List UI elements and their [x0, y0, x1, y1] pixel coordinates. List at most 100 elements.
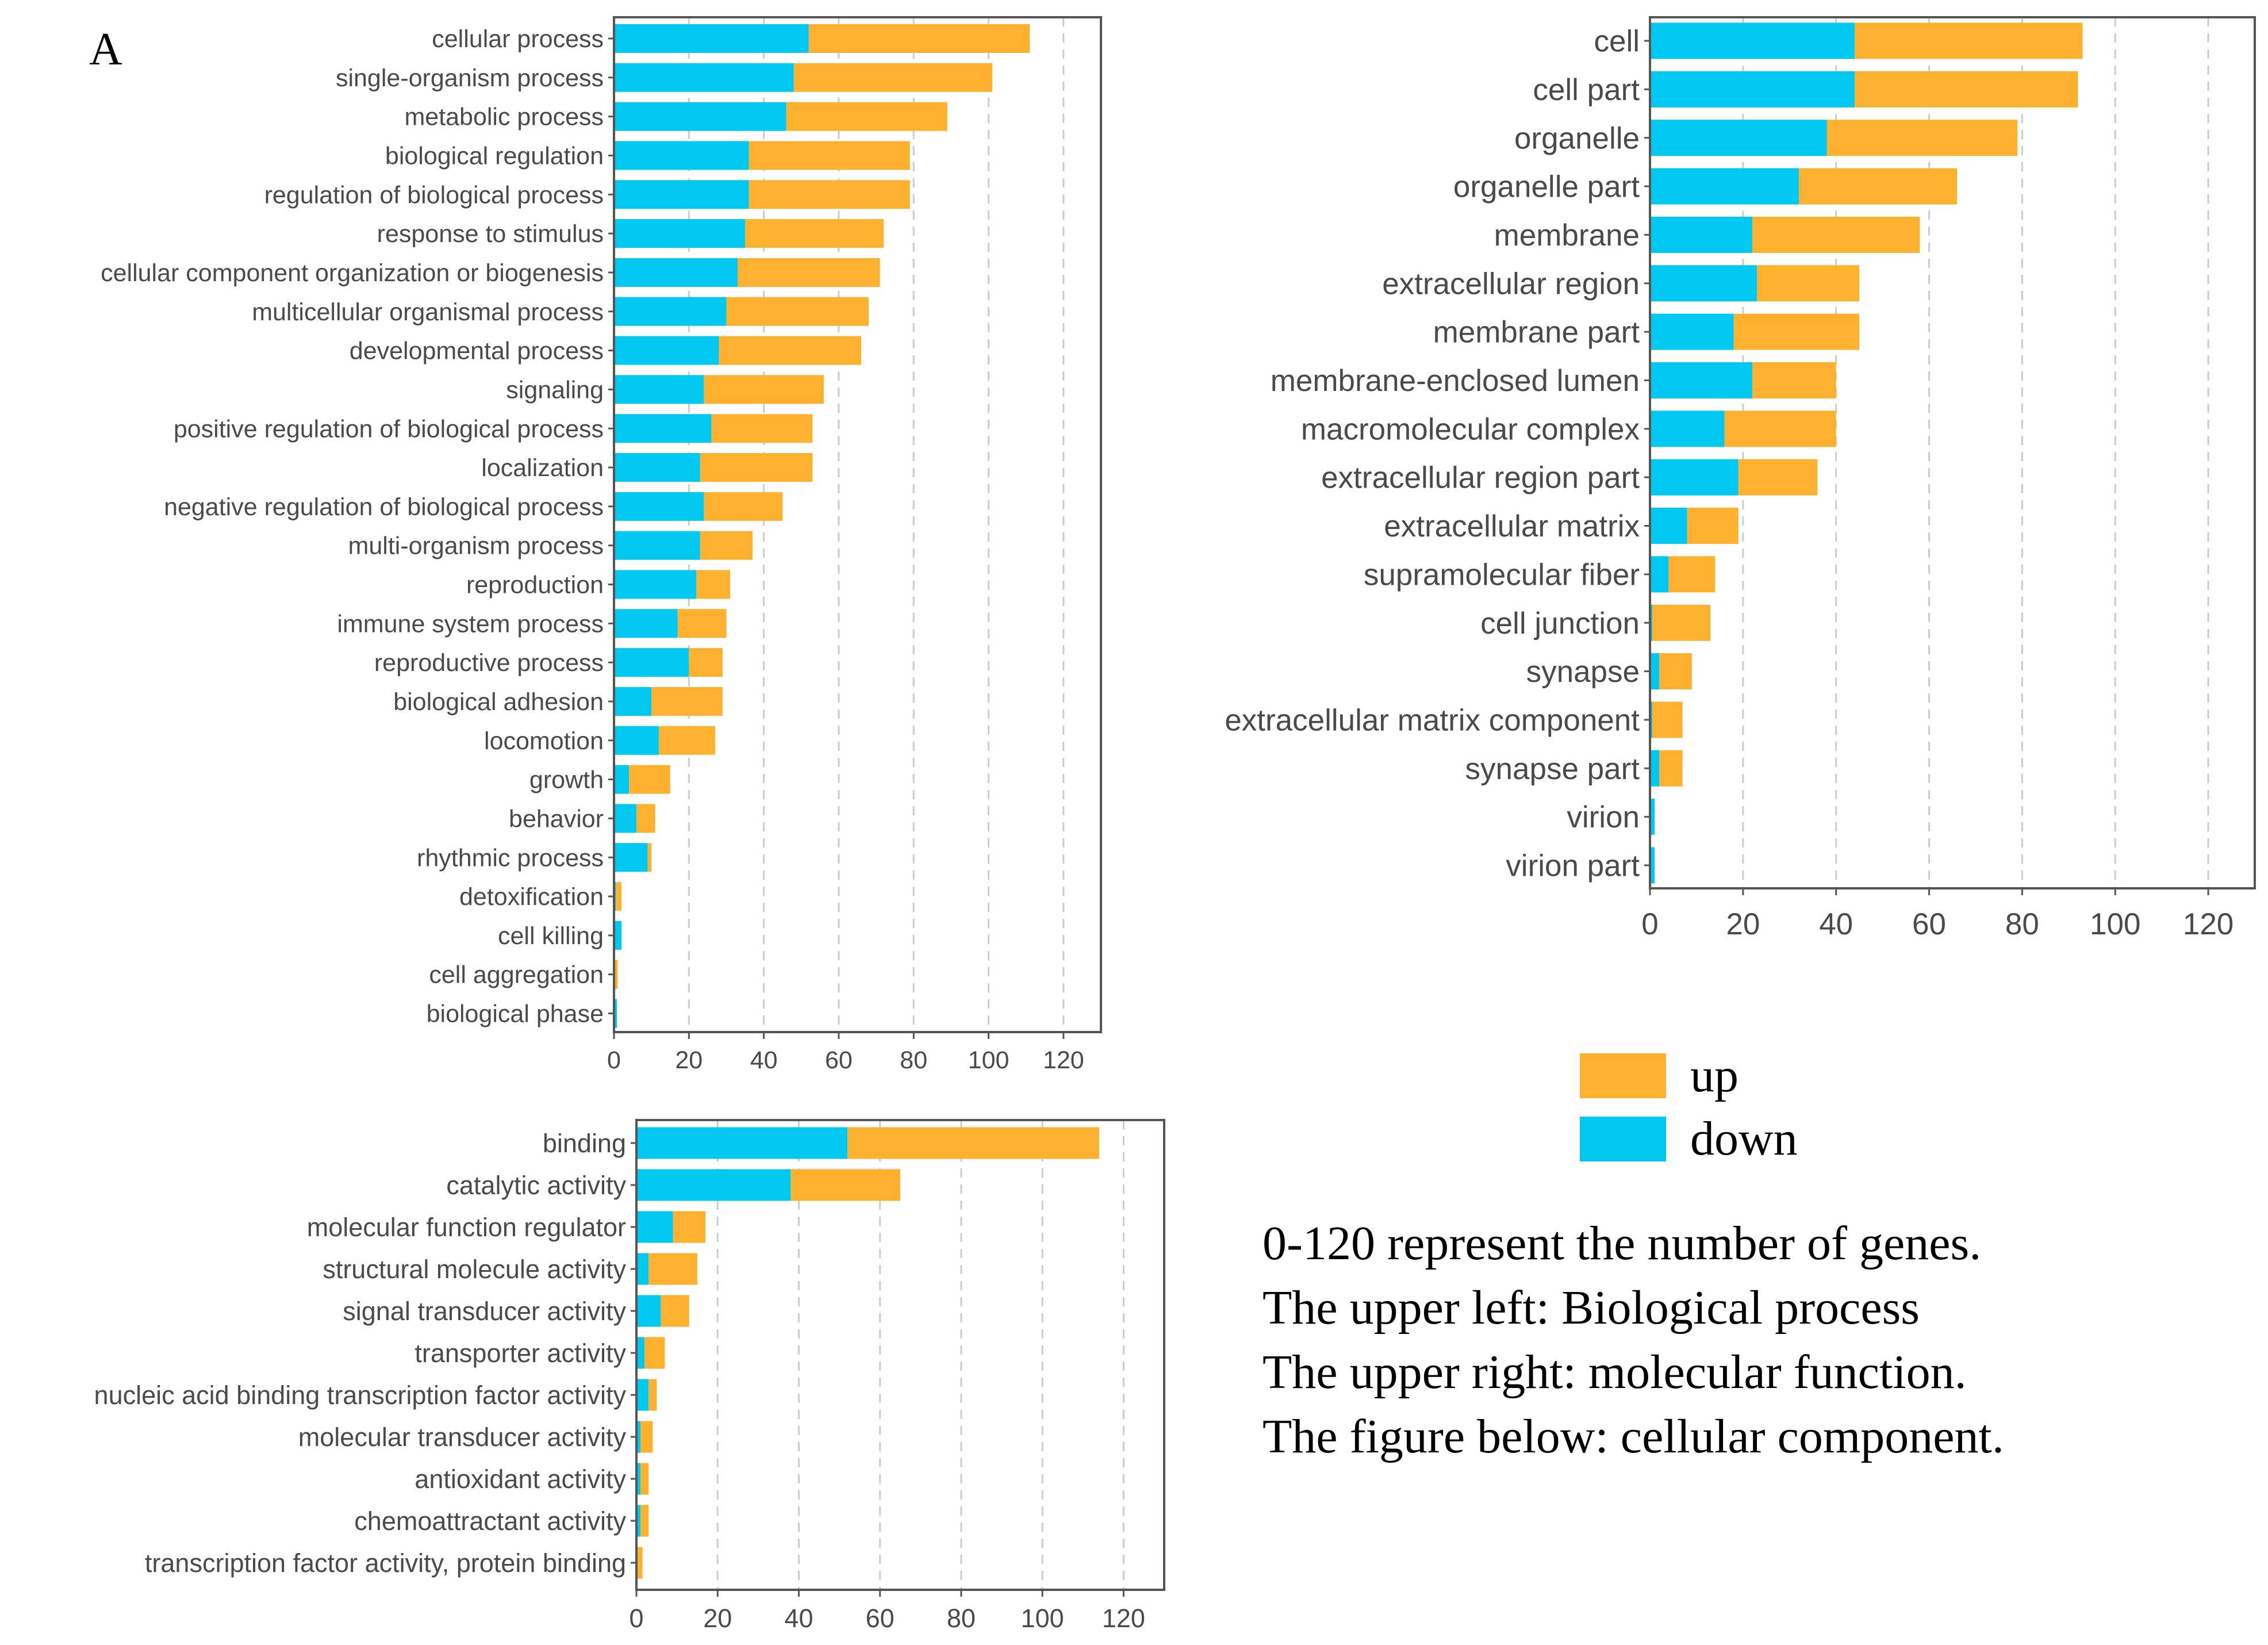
bar-up-behavior	[636, 804, 655, 833]
bar-down-locomotion	[614, 726, 659, 755]
category-label-regulation-of-biological-process: regulation of biological process	[264, 181, 604, 209]
category-label-biological-phase: biological phase	[427, 1000, 604, 1028]
chart-molecular-function: cell cell part organelle organelle part memb…	[1225, 16, 2256, 941]
bar-up-membrane-part	[1733, 313, 1860, 350]
category-label-membrane: membrane	[1494, 218, 1640, 252]
bar-up-response-to-stimulus	[745, 219, 884, 248]
category-label-membrane-part: membrane part	[1433, 316, 1640, 350]
bar-up-cell	[1855, 22, 2083, 59]
bar-up-negative-regulation-of-biological-process	[704, 492, 783, 521]
category-label-synapse-part: synapse part	[1465, 752, 1640, 786]
bar-down-membrane	[1650, 216, 1753, 253]
bar-up-regulation-of-biological-process	[749, 180, 910, 209]
bar-up-macromolecular-complex	[1724, 411, 1836, 447]
category-label-detoxification: detoxification	[459, 883, 604, 911]
bar-up-multicellular-organismal-process	[726, 297, 869, 326]
notes: 0-120 represent the number of genes. The…	[1262, 1217, 2004, 1463]
note-line-1: 0-120 represent the number of genes.	[1262, 1217, 1981, 1270]
x-tick-label-0: 0	[1641, 907, 1658, 941]
bar-up-catalytic-activity	[790, 1169, 900, 1201]
bar-down-single-organism-process	[614, 63, 794, 92]
bar-down-metabolic-process	[614, 102, 786, 131]
category-label-organelle-part: organelle part	[1453, 170, 1640, 204]
bar-up-cell-junction	[1652, 604, 1711, 641]
category-label-binding: binding	[543, 1129, 626, 1158]
note-line-4: The figure below: cellular component.	[1262, 1410, 2004, 1463]
bar-down-multi-organism-process	[614, 531, 700, 560]
x-tick-label-20: 20	[703, 1604, 732, 1633]
bar-up-chemoattractant-activity	[640, 1505, 649, 1537]
category-label-organelle: organelle	[1514, 121, 1640, 155]
category-label-biological-adhesion: biological adhesion	[393, 688, 604, 716]
category-label-molecular-transducer-activity: molecular transducer activity	[298, 1422, 627, 1452]
x-tick-label-120: 120	[1102, 1604, 1145, 1633]
panel-label: A	[89, 24, 122, 75]
bar-down-chemoattractant-activity	[636, 1505, 641, 1537]
category-label-localization: localization	[481, 454, 604, 482]
category-label-catalytic-activity: catalytic activity	[446, 1171, 626, 1200]
category-label-cellular-process: cellular process	[432, 25, 604, 53]
bar-down-organelle	[1650, 120, 1827, 156]
category-label-response-to-stimulus: response to stimulus	[377, 220, 604, 248]
bar-down-synapse-part	[1650, 750, 1660, 787]
category-label-immune-system-process: immune system process	[337, 610, 604, 638]
bar-down-multicellular-organismal-process	[614, 297, 727, 326]
category-label-transporter-activity: transporter activity	[415, 1339, 626, 1368]
category-label-virion-part: virion part	[1506, 849, 1640, 883]
bar-down-membrane-part	[1650, 313, 1734, 350]
category-label-reproductive-process: reproductive process	[374, 649, 604, 677]
bar-down-behavior	[614, 804, 637, 833]
bar-up-extracellular-region	[1757, 265, 1860, 302]
bar-down-catalytic-activity	[636, 1169, 791, 1201]
bar-up-positive-regulation-of-biological-process	[711, 414, 813, 443]
category-label-cell: cell	[1594, 25, 1640, 59]
category-label-extracellular-matrix-component: extracellular matrix component	[1225, 703, 1640, 737]
legend: up down	[1580, 1049, 1798, 1165]
x-tick-label-60: 60	[1912, 907, 1946, 941]
category-label-chemoattractant-activity: chemoattractant activity	[354, 1506, 626, 1536]
bar-up-signaling	[704, 375, 824, 404]
bar-up-reproduction	[696, 570, 730, 599]
plot-frame	[613, 16, 1102, 1033]
category-label-molecular-function-regulator: molecular function regulator	[307, 1213, 626, 1242]
category-label-single-organism-process: single-organism process	[336, 64, 604, 92]
bar-up-transcription-factor-activity-protein-binding	[638, 1547, 643, 1579]
bar-up-cell-aggregation	[614, 960, 618, 989]
bar-down-cell-junction	[1650, 604, 1653, 641]
bar-up-cellular-process	[808, 24, 1030, 53]
x-tick-label-20: 20	[1726, 907, 1760, 941]
bar-down-extracellular-matrix-component	[1650, 701, 1653, 738]
category-label-nucleic-acid-binding-transcription-factor-activity: nucleic acid binding transcription facto…	[94, 1381, 627, 1410]
bar-down-regulation-of-biological-process	[614, 180, 749, 209]
x-tick-label-40: 40	[784, 1604, 813, 1633]
category-label-positive-regulation-of-biological-process: positive regulation of biological proces…	[174, 415, 604, 443]
plot-frame	[635, 1119, 1165, 1591]
x-tick-label-100: 100	[2090, 907, 2140, 941]
bar-up-immune-system-process	[677, 609, 727, 638]
bar-up-signal-transducer-activity	[661, 1295, 689, 1327]
category-label-macromolecular-complex: macromolecular complex	[1301, 412, 1640, 446]
bar-down-signaling	[614, 375, 704, 404]
bar-down-rhythmic-process	[614, 843, 648, 872]
category-label-antioxidant-activity: antioxidant activity	[415, 1464, 626, 1494]
x-tick-label-40: 40	[1819, 907, 1853, 941]
bar-up-cell-part	[1855, 71, 2078, 108]
bar-up-cellular-component-organization-or-biogenesis	[738, 258, 880, 287]
category-label-rhythmic-process: rhythmic process	[417, 844, 604, 872]
category-label-growth: growth	[529, 766, 604, 794]
x-tick-label-60: 60	[866, 1604, 895, 1633]
note-line-3: The upper right: molecular function.	[1262, 1345, 1967, 1399]
category-label-reproduction: reproduction	[466, 572, 604, 599]
x-tick-label-120: 120	[2183, 907, 2234, 941]
bar-up-molecular-transducer-activity	[640, 1421, 653, 1453]
legend-label-up: up	[1690, 1049, 1739, 1102]
legend-swatch-up	[1580, 1053, 1666, 1098]
note-line-2: The upper left: Biological process	[1262, 1281, 1920, 1335]
bar-down-binding	[636, 1127, 848, 1159]
bar-up-organelle-part	[1798, 168, 1958, 205]
category-label-virion: virion	[1567, 800, 1640, 834]
bar-up-locomotion	[659, 726, 715, 755]
bar-up-reproductive-process	[689, 648, 723, 677]
bar-down-extracellular-matrix	[1650, 508, 1687, 544]
category-label-behavior: behavior	[509, 805, 604, 833]
